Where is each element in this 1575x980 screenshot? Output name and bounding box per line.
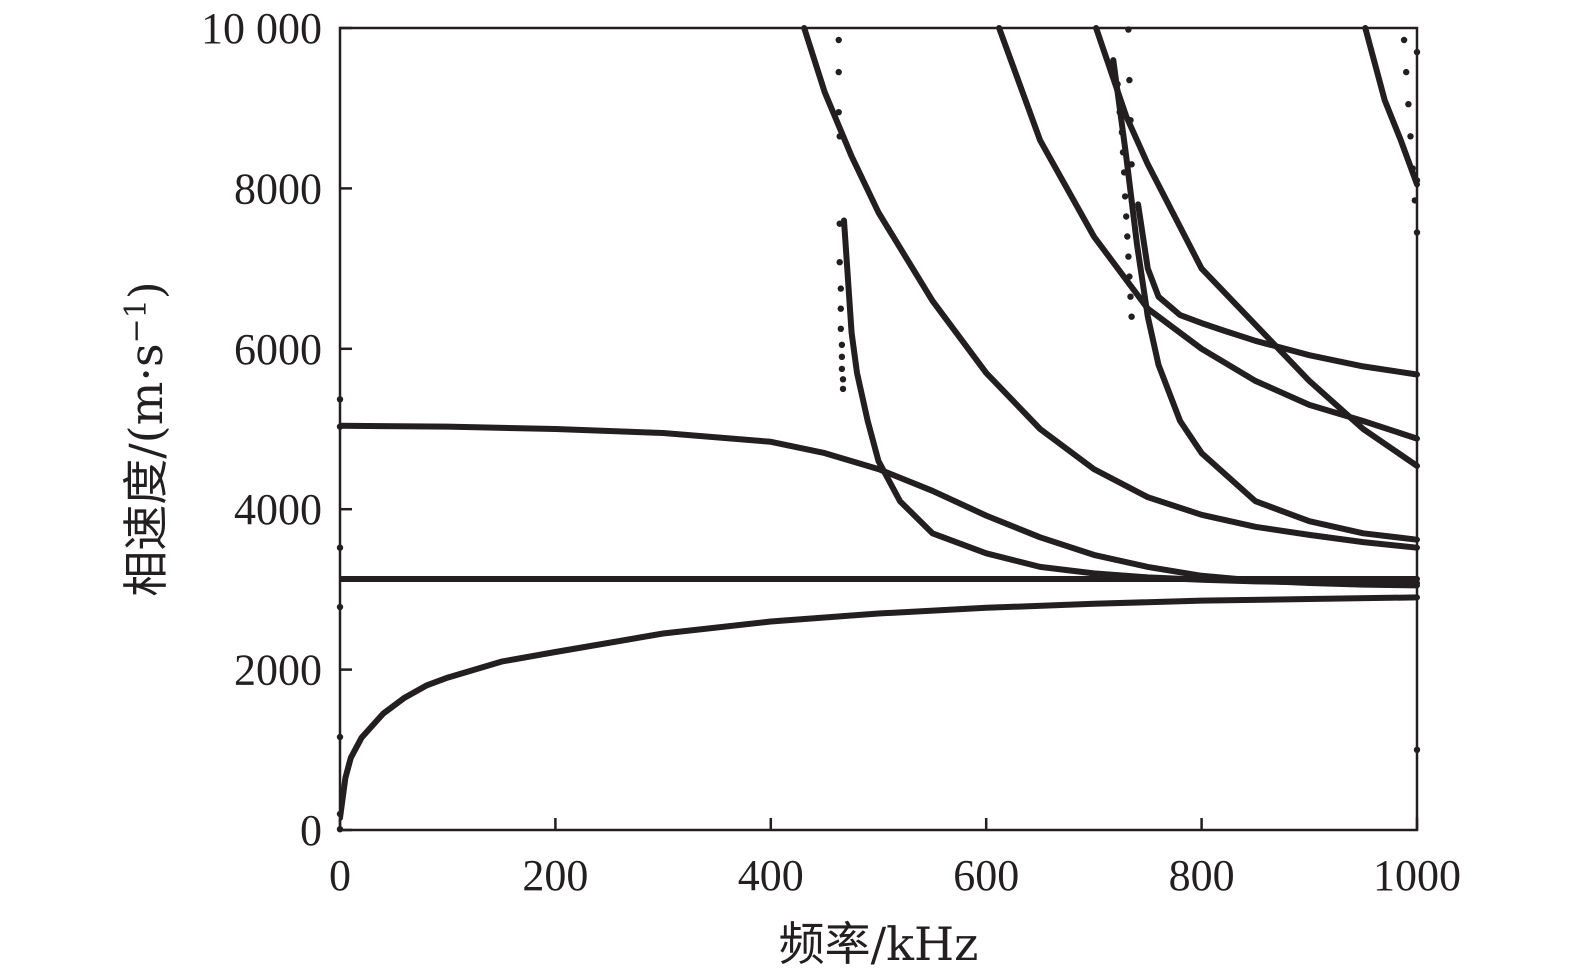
y-axis-title-close: ) [119, 281, 173, 299]
scatter-point [1127, 293, 1134, 300]
scatter-point [1119, 149, 1127, 156]
scatter-point [1128, 161, 1135, 168]
mode-curve-7 [1093, 25, 1420, 469]
scatter-point [838, 353, 846, 360]
scatter-point [1121, 193, 1129, 200]
scatter-point [1126, 76, 1133, 84]
mode-curve-1 [340, 594, 1420, 821]
scatter-point [839, 376, 847, 383]
scatter-point [837, 325, 844, 332]
scatter-point [1126, 273, 1133, 280]
scatter-point [835, 36, 842, 44]
y-tick-label: 8000 [234, 164, 322, 213]
scatter-point [837, 285, 844, 292]
x-tick-label: 0 [329, 851, 351, 900]
mode-curve-5 [841, 217, 1420, 586]
scatter-point [1403, 68, 1410, 76]
scatter-point [1123, 213, 1130, 220]
y-tick-label: 2000 [234, 646, 322, 695]
dispersion-curves [340, 25, 1420, 821]
x-axis-title: 频率/kHz [779, 917, 979, 971]
scatter-point [836, 220, 843, 227]
y-tick-label: 0 [300, 806, 322, 855]
y-axis-ticks: 0 2000 4000 6000 8000 10 000 [201, 4, 352, 855]
scatter-point [1118, 129, 1126, 136]
mode-curve-9 [1135, 201, 1420, 378]
mode-curve-10 [1362, 25, 1420, 188]
scatter-point [1114, 80, 1121, 88]
y-axis-title-main: 相速度/(m·s [119, 343, 173, 596]
scatter-point [838, 341, 846, 348]
plot-frame [338, 26, 1419, 832]
scatter-point [1125, 253, 1132, 260]
x-tick-label: 1000 [1373, 851, 1461, 900]
x-tick-label: 800 [1169, 851, 1235, 900]
scatter-point [1120, 169, 1128, 176]
scatter-point [1405, 101, 1412, 108]
mode-curve-4 [801, 25, 1420, 551]
x-axis-ticks: 0 200 400 600 800 1000 [329, 818, 1461, 900]
scatter-point [1124, 233, 1131, 240]
scatter-point [1116, 109, 1123, 116]
y-tick-label: 6000 [234, 325, 322, 374]
scatter-point [836, 259, 843, 266]
scatter-point [838, 365, 846, 373]
scatter-point [1409, 165, 1416, 172]
scatter-point [836, 133, 843, 140]
x-tick-label: 200 [522, 851, 588, 900]
y-axis-title-superscript: −1 [119, 299, 154, 343]
scatter-point [835, 68, 842, 76]
scatter-point [839, 385, 847, 393]
mode-curve-6 [996, 25, 1420, 442]
scatter-point [835, 109, 842, 116]
scatter-point [1400, 36, 1408, 44]
scatter-point [1127, 117, 1134, 124]
x-tick-label: 400 [738, 851, 804, 900]
y-tick-label: 4000 [234, 485, 322, 534]
scatter-point [1128, 313, 1135, 320]
mode-curve-8 [1110, 57, 1420, 543]
scatter-point [1407, 133, 1414, 140]
y-tick-label: 10 000 [201, 4, 322, 53]
y-axis-title: 相速度/(m·s−1) [119, 281, 173, 596]
scatter-point [837, 305, 844, 312]
x-tick-label: 600 [953, 851, 1019, 900]
